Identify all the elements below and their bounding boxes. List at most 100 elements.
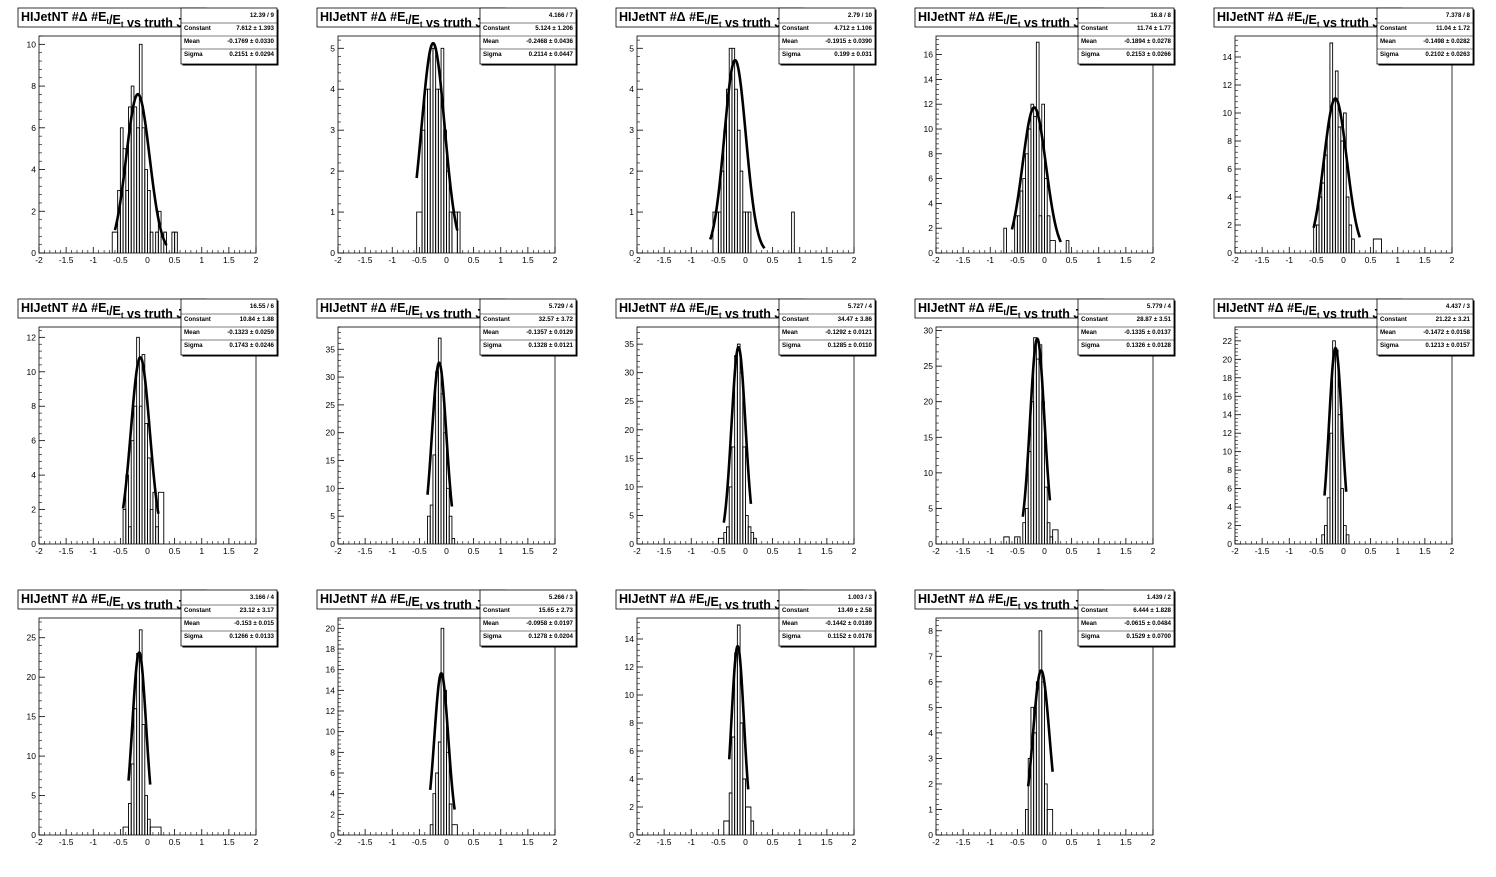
stats-label: Mean [184,329,200,336]
x-tick-label: -1.5 [956,546,971,556]
stats-value: 0.1285 ± 0.0110 [828,342,873,349]
y-tick-label: 0 [629,248,634,258]
histogram-bin [147,189,151,253]
x-tick-label: -1 [687,255,695,265]
y-tick-label: 22 [1223,336,1233,346]
stats-label: Sigma [1380,51,1399,58]
y-tick-label: 12 [625,662,635,672]
gaussian-fit-curve [1026,669,1054,787]
histogram-bin [1049,240,1056,253]
stats-value: 0.199 ± 0.031 [834,51,872,58]
y-tick-label: 15 [27,712,37,722]
stats-chi2-value: 16.8 / 8 [1150,12,1171,19]
stats-value: 0.1152 ± 0.0178 [828,633,873,640]
y-tick-label: 0 [1227,248,1232,258]
histogram-bin [1003,536,1010,544]
x-tick-label: -1.5 [358,837,373,847]
stats-value: 0.1743 ± 0.0246 [229,342,274,349]
x-tick-label: -1 [1285,546,1293,556]
histogram-bin [750,820,755,835]
histogram-bin [1337,414,1342,544]
x-tick-label: 1 [797,546,802,556]
gaussian-fit-curve [121,356,160,514]
x-tick-label: -1 [687,837,695,847]
y-tick-label: 0 [928,830,933,840]
stats-value: -0.1357 ± 0.0129 [526,329,573,336]
y-tick-label: 14 [1223,410,1233,420]
stats-label: Mean [782,329,798,336]
stats-label: Sigma [483,51,502,58]
stats-label: Constant [184,25,211,32]
stats-value: 0.1326 ± 0.0128 [1126,342,1171,349]
x-tick-label: -0.5 [711,546,726,556]
x-tick-label: 0 [444,255,449,265]
x-tick-label: 0.5 [1365,546,1377,556]
histogram-panel-12: -2 -1.5 -1 -0.5 0 0.5 1 1.5 202468101214161820HI… [316,589,578,847]
fit-stats-box: 1.003 / 3 Constant 13.49 ± 2.58 Mean -0.1442… [778,589,877,648]
x-tick-label: -1 [986,255,994,265]
histogram-bin [1046,809,1054,835]
histogram-bin [717,537,725,544]
panel-title: HIJetNT #Δ #Et/Et vs truth Jet Et [615,298,807,323]
x-tick-label: 2 [852,255,857,265]
stats-value: 0.2114 ± 0.0447 [529,51,574,58]
y-tick-label: 8 [629,718,634,728]
histogram-panel-5: -2 -1.5 -1 -0.5 0 0.5 1 1.5 2 0 2 4 6 8 10 12 14 HIJetNT … [1213,7,1475,265]
x-tick-label: -2 [633,837,641,847]
stats-label: Mean [1380,38,1396,45]
x-tick-label: 0.5 [468,255,480,265]
histogram-bin [149,826,162,835]
y-tick-label: 2 [330,166,335,176]
y-tick-label: 6 [1227,484,1232,494]
stats-chi2-value: 4.437 / 3 [1446,303,1471,310]
y-tick-label: 8 [1227,465,1232,475]
y-tick-label: 20 [1223,354,1233,364]
y-tick-label: 12 [1223,80,1233,90]
stats-value: 23.12 ± 3.17 [240,607,275,614]
x-tick-label: 1.5 [821,255,833,265]
y-tick-label: 3 [629,125,634,135]
stats-label: Mean [1081,329,1097,336]
stats-chi2-value: 2.79 / 10 [848,12,873,19]
histogram-bin [1046,522,1051,544]
stats-chi2-value: 1.003 / 3 [848,594,873,601]
panel-title: HIJetNT #Δ #Et/Et vs truth Jet Et [17,7,209,32]
panel-title: HIJetNT #Δ #Et/Et vs truth Jet Et [316,589,508,614]
histogram-bin [1035,41,1040,253]
x-tick-label: -1.5 [657,546,672,556]
histogram-bin [446,751,450,835]
gaussian-fit-curve [1312,97,1362,238]
y-tick-label: 4 [928,728,933,738]
y-tick-label: 0 [928,248,933,258]
x-tick-label: 1 [199,255,204,265]
stats-value: 32.57 ± 3.72 [539,316,574,323]
x-tick-label: -1 [986,546,994,556]
y-tick-label: 8 [31,401,36,411]
y-tick-label: 30 [326,372,336,382]
x-tick-label: -1.5 [657,837,672,847]
x-tick-label: -1.5 [1255,546,1270,556]
stats-value: 7.612 ± 1.393 [236,25,274,32]
stats-value: 0.2151 ± 0.0294 [229,51,274,58]
x-tick-label: 2 [553,837,558,847]
y-tick-label: 14 [625,634,635,644]
y-tick-label: 6 [1227,164,1232,174]
histogram-bin [1003,227,1007,253]
x-tick-label: 2 [1450,546,1455,556]
y-tick-label: 2 [928,779,933,789]
x-tick-label: 1 [1395,255,1400,265]
x-tick-label: 0 [1341,546,1346,556]
x-tick-label: 0.5 [468,837,480,847]
x-tick-label: 2 [553,546,558,556]
x-tick-label: -1.5 [358,546,373,556]
stats-label: Sigma [184,633,203,640]
y-tick-label: 10 [27,751,37,761]
stats-label: Constant [184,316,211,323]
stats-label: Sigma [782,342,801,349]
x-tick-label: -0.5 [1010,255,1025,265]
stats-value: -0.0958 ± 0.0197 [526,620,573,627]
fit-stats-box: 5.729 / 4 Constant 32.57 ± 3.72 Mean -0.1357… [479,298,578,357]
stats-value: 28.87 ± 3.51 [1137,316,1172,323]
y-tick-label: 10 [1223,108,1233,118]
